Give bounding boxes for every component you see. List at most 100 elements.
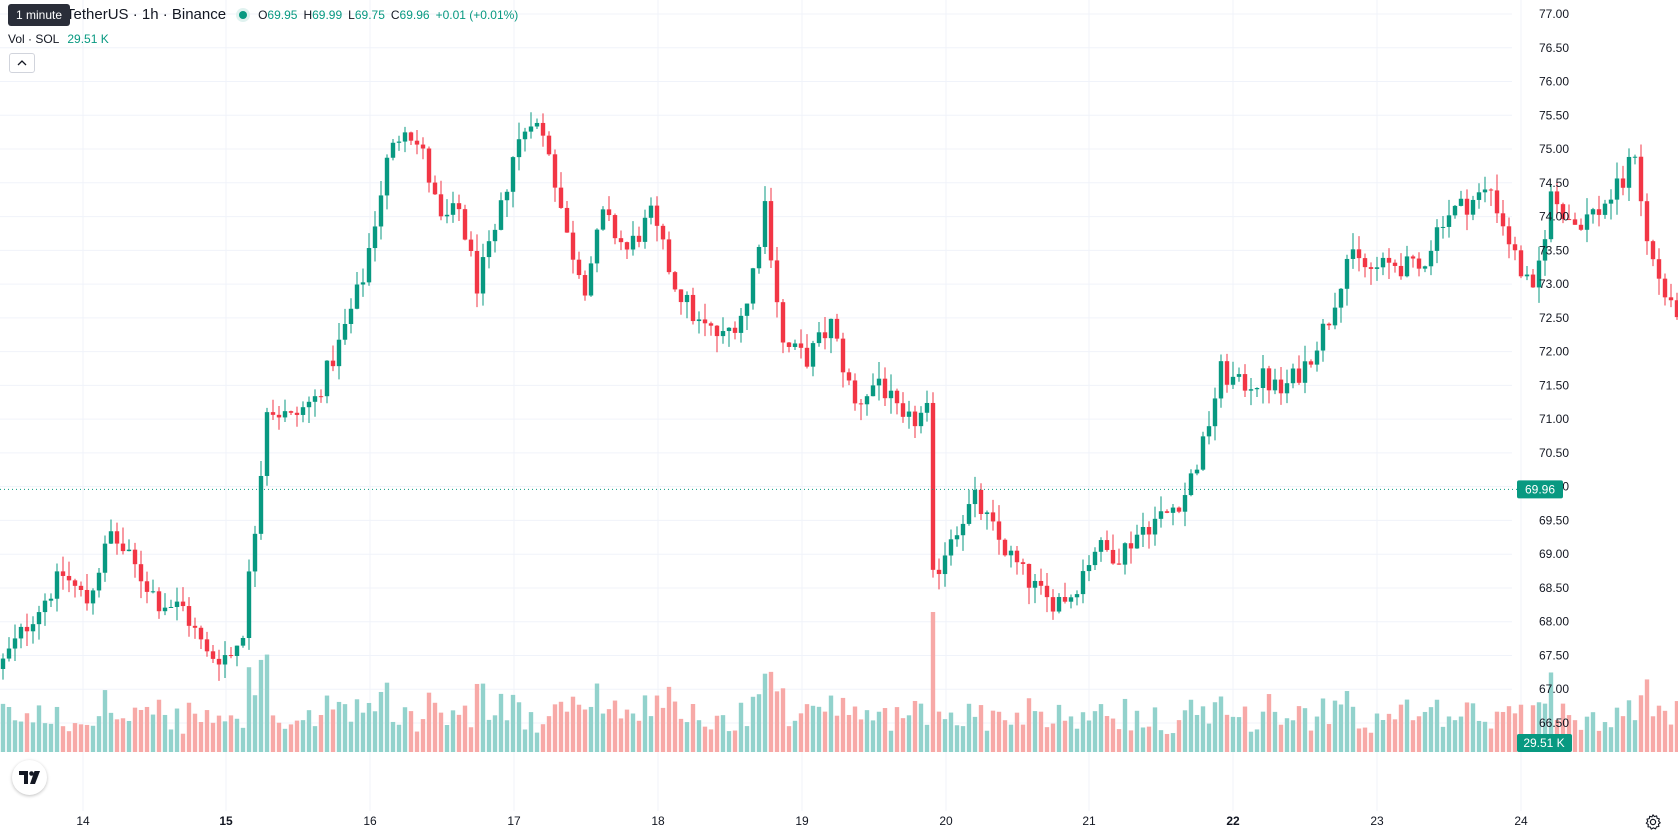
candle-body: [1422, 266, 1428, 269]
price-tick-label: 67.50: [1539, 648, 1569, 662]
candle-body: [1194, 469, 1200, 474]
volume-bar: [858, 719, 864, 752]
candle-body: [1140, 526, 1146, 535]
symbol-title[interactable]: TetherUS · 1h · Binance: [66, 6, 227, 23]
volume-bar: [222, 721, 228, 752]
price-tick-label: 67.00: [1539, 682, 1569, 696]
volume-bar: [12, 720, 18, 752]
time-tick-label: 18: [651, 814, 665, 828]
time-tick-label: 22: [1226, 814, 1240, 828]
volume-bar: [606, 709, 612, 752]
volume-bar: [1434, 699, 1440, 752]
candle-body: [336, 339, 342, 367]
volume-bar: [522, 729, 528, 752]
candle-body: [1350, 249, 1356, 259]
volume-bar: [1620, 716, 1626, 752]
time-tick-label: 15: [219, 814, 233, 828]
volume-bar: [1044, 727, 1050, 752]
volume-bar: [1074, 728, 1080, 752]
volume-bar: [150, 714, 156, 752]
volume-bar: [486, 719, 492, 752]
candle-body: [210, 651, 216, 659]
chevron-up-icon: [17, 60, 27, 66]
candle-body: [258, 475, 264, 534]
candle-body: [618, 238, 624, 243]
candle-body: [474, 250, 480, 294]
candle-body: [606, 209, 612, 216]
candle-body: [786, 342, 792, 347]
volume-bar: [900, 718, 906, 752]
volume-bar: [1608, 727, 1614, 752]
candle-body: [1518, 250, 1524, 277]
volume-bar: [810, 705, 816, 752]
volume-bar: [1302, 708, 1308, 752]
volume-bar: [1392, 719, 1398, 752]
open-label: O: [258, 7, 268, 22]
candle-body: [798, 343, 804, 348]
volume-bar: [54, 706, 60, 752]
candle-body: [504, 191, 510, 201]
candle-body: [1638, 156, 1644, 202]
volume-bar: [1380, 719, 1386, 752]
volume-bar: [1452, 720, 1458, 752]
volume-bar: [186, 702, 192, 752]
volume-bar: [66, 731, 72, 752]
candle-body: [630, 235, 636, 250]
volume-bar: [1512, 713, 1518, 752]
candle-body: [204, 639, 210, 652]
candle-body: [1308, 361, 1314, 365]
volume-bar: [1578, 729, 1584, 752]
candle-body: [900, 403, 906, 417]
candle-body: [738, 315, 744, 333]
candle-body: [240, 637, 246, 646]
volume-bar: [1542, 703, 1548, 752]
gear-icon[interactable]: [1644, 813, 1662, 831]
candle-body: [1632, 156, 1638, 158]
volume-bar: [174, 708, 180, 752]
price-tick-label: 74.00: [1539, 210, 1569, 224]
candle-body: [762, 201, 768, 247]
candle-body: [108, 531, 114, 544]
volume-bar: [18, 721, 24, 752]
high-label: H: [303, 7, 313, 22]
candle-body: [1668, 297, 1674, 301]
candle-body: [90, 590, 96, 604]
volume-bar: [546, 716, 552, 752]
candle-body: [750, 268, 756, 304]
volume-bar: [1566, 715, 1572, 752]
candle-body: [540, 122, 546, 136]
volume-bar: [978, 705, 984, 752]
volume-bar: [744, 726, 750, 752]
volume-bar: [1482, 721, 1488, 752]
candle-body: [1110, 549, 1116, 564]
volume-bar: [834, 715, 840, 752]
candle-body: [624, 242, 630, 250]
volume-bar: [1638, 695, 1644, 752]
volume-bar: [1320, 698, 1326, 752]
collapse-legend-button[interactable]: [9, 53, 35, 73]
candle-body: [1620, 178, 1626, 188]
volume-bar: [1560, 703, 1566, 752]
volume-bar: [342, 704, 348, 752]
volume-bar: [96, 716, 102, 752]
close-value: 69.96: [399, 7, 430, 22]
candle-body: [990, 512, 996, 522]
candle-body: [78, 585, 84, 590]
candle-body: [216, 658, 222, 665]
candle-body: [186, 606, 192, 626]
candle-body: [6, 648, 12, 659]
volume-bar: [1548, 672, 1554, 752]
tradingview-logo[interactable]: [12, 760, 47, 795]
volume-label[interactable]: Vol · SOL: [8, 32, 60, 46]
volume-bar: [630, 713, 636, 752]
candle-body: [438, 194, 444, 217]
candle-body: [654, 205, 660, 226]
candle-body: [792, 343, 798, 347]
volume-bar: [966, 703, 972, 752]
volume-bar: [36, 705, 42, 752]
candle-body: [594, 229, 600, 264]
volume-bar: [1326, 724, 1332, 752]
volume-bar: [1470, 703, 1476, 752]
